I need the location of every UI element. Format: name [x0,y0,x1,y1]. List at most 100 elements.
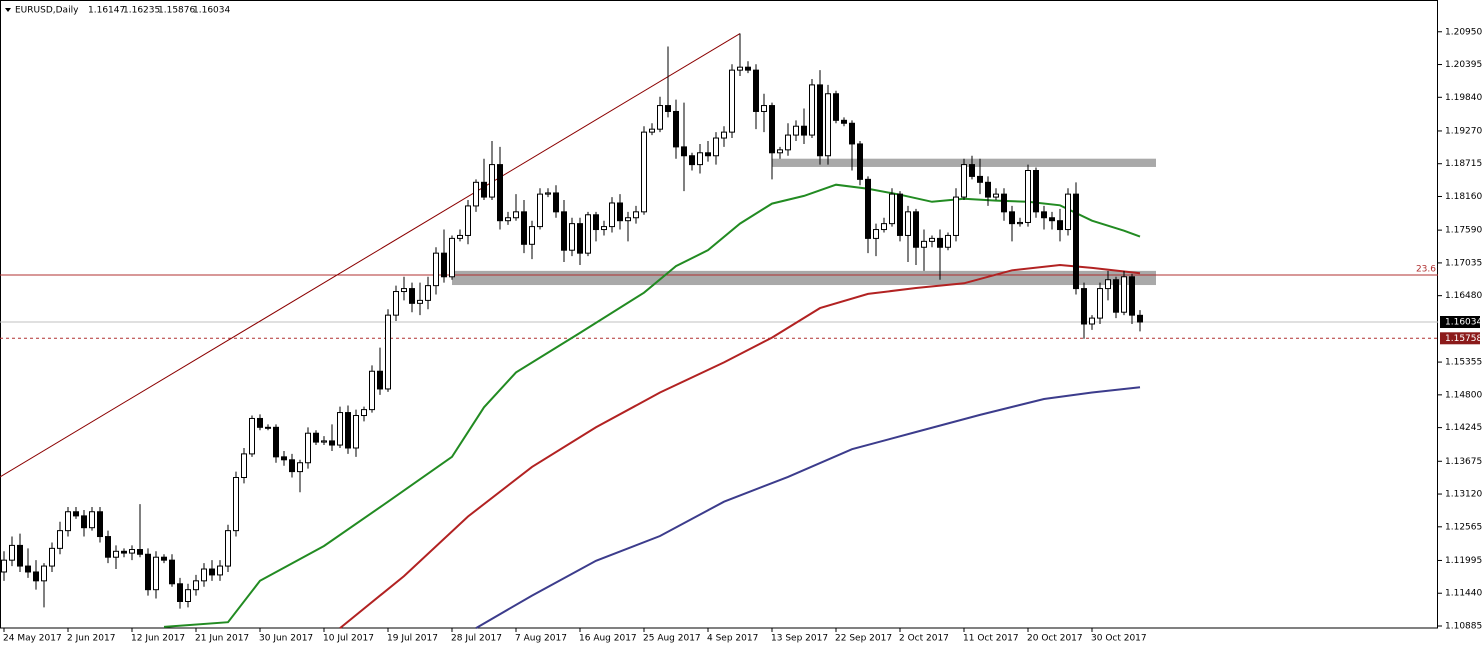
candle-body [633,211,639,219]
candle-body [369,370,375,411]
candle-body [1041,211,1047,219]
candle-body [713,137,719,157]
candle-body [1081,288,1087,325]
candle-body [761,105,767,112]
candle-body [953,196,959,236]
candle-body [489,164,495,198]
candle-body [993,193,999,198]
candle-body [969,164,975,177]
candle-body [329,440,335,446]
candle-body [49,547,55,567]
candle-body [457,234,463,239]
candle-body [481,181,487,198]
x-tick-label: 2 Jun 2017 [67,634,115,644]
y-tick-label: 1.19840 [1445,93,1482,103]
candle-body [913,211,919,248]
candle-body [401,288,407,293]
candle-body [169,559,175,585]
moving-average [475,386,1141,629]
candle-body [497,164,503,222]
candle-body [281,456,287,461]
candle-body [673,110,679,148]
candle-body [817,84,823,157]
alert-price-box [1440,332,1480,345]
fib-label: 23.6 [1416,265,1436,275]
candle-body [217,565,223,576]
candle-body [241,453,247,479]
candle-body [753,69,759,112]
candle-body [1113,279,1119,313]
y-tick-label: 1.11995 [1445,556,1482,566]
ohlc-open: 1.16147 [88,6,125,16]
x-tick-label: 28 Jul 2017 [451,634,502,644]
candle-body [1065,193,1071,231]
x-tick-label: 16 Aug 2017 [579,634,637,644]
candle-body [849,122,855,145]
candle-body [25,565,31,573]
candle-body [1089,317,1095,325]
x-tick-label: 10 Jul 2017 [323,634,374,644]
candle-body [945,234,951,248]
y-tick-label: 1.11440 [1445,589,1482,599]
y-tick-label: 1.18160 [1445,192,1482,202]
candle-body [89,511,95,529]
candle-body [857,143,863,180]
x-tick-label: 12 Jun 2017 [131,634,185,644]
candle-body [137,549,143,555]
candle-body [937,237,943,248]
candle-body [609,202,615,228]
y-tick-label: 1.16480 [1445,291,1482,301]
candle-body [449,237,455,278]
x-tick-label: 11 Oct 2017 [963,634,1019,644]
candle-body [257,417,263,428]
x-tick-label: 13 Sep 2017 [771,634,828,644]
candle-body [289,459,295,473]
candle-body [833,93,839,121]
symbol: EURUSD,Daily [15,6,79,16]
candle-body [145,553,151,591]
candle-body [1121,276,1127,313]
candle-body [625,217,631,222]
candle-body [433,252,439,287]
candle-body [377,370,383,390]
candle-body [889,193,895,225]
candle-body [721,131,727,139]
candle-body [529,226,535,245]
candle-body [249,417,255,455]
x-tick-label: 19 Jul 2017 [387,634,438,644]
candle-body [393,291,399,316]
candle-body [153,556,159,591]
candle-body [577,223,583,254]
candle-body [769,105,775,154]
candle-body [129,549,135,554]
candle-body [729,69,735,133]
candle-body [665,105,671,112]
bid-price-label: 1.16034 [1445,317,1482,327]
y-tick-label: 1.20395 [1445,60,1482,70]
candle-body [193,580,199,591]
x-tick-label: 4 Sep 2017 [707,634,758,644]
candle-body [841,119,847,124]
y-tick-label: 1.14245 [1445,423,1482,433]
candle-body [1049,217,1055,222]
candle-body [33,571,39,582]
candle-body [361,409,367,417]
candle-body [865,178,871,239]
candle-body [417,299,423,304]
candle-body [353,415,359,449]
candle-body [689,155,695,166]
candle-body [641,131,647,213]
candle-body [201,568,207,582]
candle-body [465,205,471,236]
y-tick-label: 1.15355 [1445,358,1482,368]
candle-body [65,511,71,532]
candle-body [185,589,191,602]
y-tick-label: 1.20950 [1445,27,1482,37]
candle-body [337,412,343,446]
menu-triangle[interactable] [5,8,11,12]
candle-body [81,515,87,529]
candle-body [649,128,655,133]
x-tick-label: 25 Aug 2017 [643,634,701,644]
candle-body [1137,314,1143,323]
alert-price-label: 1.15758 [1445,334,1482,344]
